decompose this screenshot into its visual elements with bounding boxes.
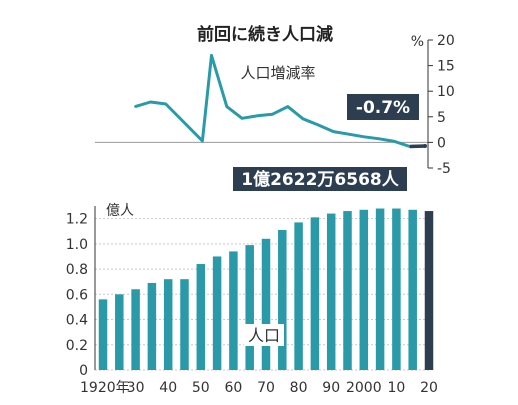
line-latest-segment <box>409 144 426 149</box>
population-bar <box>98 299 108 370</box>
bar-tick-label: 1.2 <box>66 212 88 228</box>
population-bar <box>180 279 189 370</box>
bar-tick-label: 0.4 <box>66 313 88 329</box>
bar-grid <box>94 206 430 371</box>
line-tick-label: 20 <box>437 33 455 49</box>
population-bar <box>229 251 238 370</box>
line-point <box>210 54 213 57</box>
growth-rate-points <box>134 54 427 149</box>
population-bar <box>278 229 287 370</box>
line-tick-label: 5 <box>437 110 446 126</box>
bar-xtick-label: 10 <box>387 380 405 396</box>
line-tick-label: 0 <box>437 135 446 151</box>
line-point <box>164 102 167 106</box>
bar-tick-label: 0.6 <box>66 287 88 303</box>
population-bar <box>147 282 157 370</box>
line-point <box>332 130 335 133</box>
bar-xtick-label: 40 <box>159 380 177 396</box>
population-bar <box>294 222 303 370</box>
line-point <box>271 113 274 116</box>
population-bar <box>163 279 173 370</box>
population-bar <box>408 209 417 370</box>
population-bars <box>98 208 434 370</box>
bar-xtick-label: 1920年 <box>80 380 130 396</box>
line-point <box>134 105 137 108</box>
population-bar <box>343 211 352 370</box>
population-bar <box>326 213 336 370</box>
line-tick-label: 10 <box>437 84 455 100</box>
population-bar <box>196 264 206 370</box>
line-point <box>201 139 204 143</box>
line-point <box>362 135 366 138</box>
line-unit-label: % <box>411 34 424 50</box>
line-tick-label: -5 <box>437 161 451 177</box>
line-point <box>286 105 289 108</box>
population-bar <box>212 256 222 370</box>
line-point <box>378 137 381 141</box>
bar-tick-label: 0.8 <box>66 262 88 278</box>
bar-xtick-label: 20 <box>420 380 438 396</box>
bar-unit-label: 億人 <box>106 203 134 219</box>
population-bar <box>310 217 320 370</box>
population-bar <box>115 294 124 370</box>
line-point <box>256 114 259 117</box>
bar-callout: 1億2622万6568人 <box>241 169 399 190</box>
line-point <box>347 133 350 136</box>
bar-series-label: 人口 <box>248 326 280 345</box>
population-bar <box>131 289 140 370</box>
line-tick-label: 15 <box>437 59 455 75</box>
bar-tick-label: 0.2 <box>66 338 88 354</box>
bar-xtick-label: 50 <box>192 380 210 396</box>
bar-y-axis: 0 0.2 0.4 0.6 0.8 1.0 1.2 <box>66 212 88 379</box>
bar-xtick-label: 90 <box>322 380 340 396</box>
bar-xtick-label: 2000 <box>346 380 382 396</box>
population-bar <box>359 209 369 370</box>
population-bar <box>261 238 271 370</box>
bar-tick-label: 1.0 <box>66 237 88 253</box>
line-point <box>240 117 244 120</box>
line-series-label: 人口増減率 <box>240 64 315 82</box>
line-point <box>225 105 228 108</box>
line-point <box>149 100 152 104</box>
chart-title: 前回に続き人口減 <box>197 24 333 45</box>
line-callout: -0.7% <box>356 98 410 118</box>
line-callout-box <box>347 94 419 120</box>
population-bar <box>245 245 254 370</box>
line-y-axis: -5 0 5 10 15 20 <box>427 33 455 177</box>
bar-xtick-label: 80 <box>290 380 308 396</box>
population-bar <box>424 211 434 370</box>
population-bar <box>392 208 401 370</box>
bar-xtick-label: 60 <box>224 380 242 396</box>
bar-tick-label: 0 <box>79 363 88 379</box>
bar-xtick-label: 70 <box>257 380 275 396</box>
line-point <box>317 123 320 127</box>
bar-callout-box <box>233 167 407 191</box>
line-point <box>393 140 396 143</box>
line-point <box>301 117 305 121</box>
population-bar <box>375 208 385 370</box>
bar-series-label-box <box>244 324 284 346</box>
bar-xtick-label: 30 <box>127 380 145 396</box>
